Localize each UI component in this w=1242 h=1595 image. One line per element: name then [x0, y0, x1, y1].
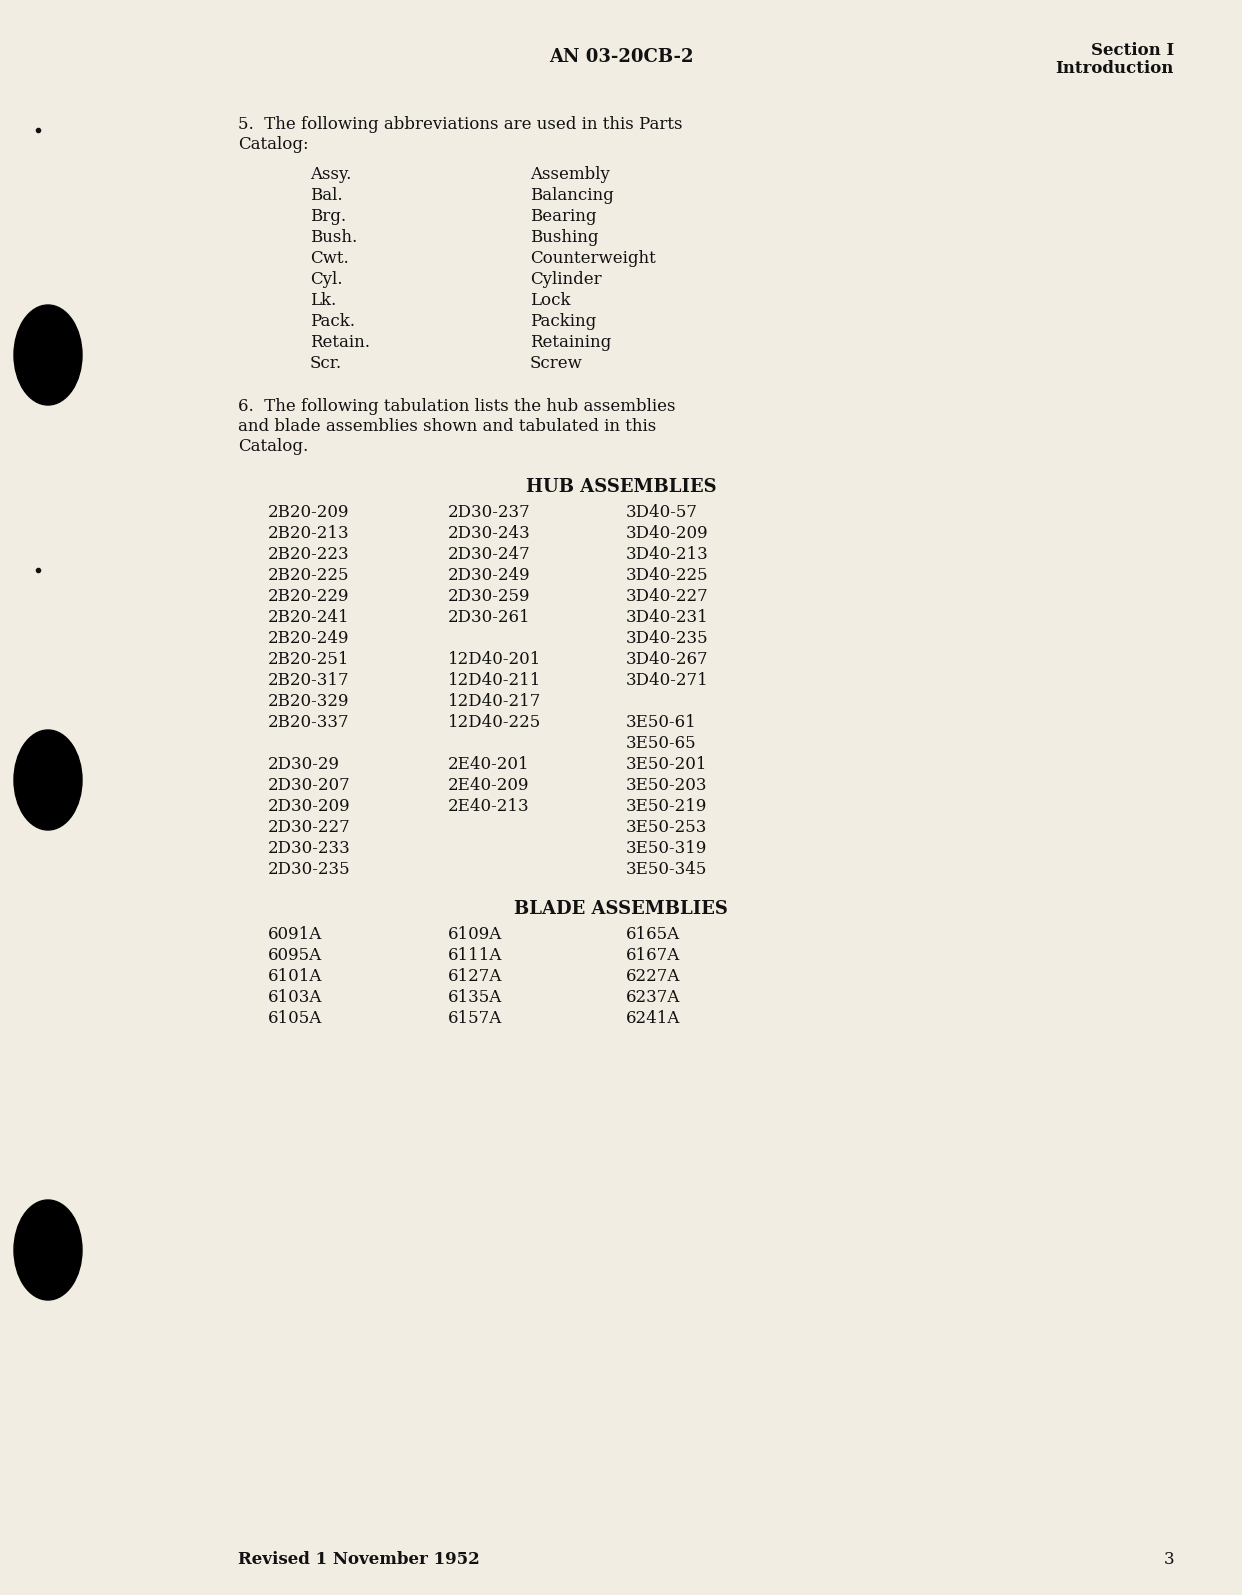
Text: Lock: Lock: [530, 292, 570, 309]
Text: 2E40-201: 2E40-201: [448, 756, 529, 774]
Text: 2D30-243: 2D30-243: [448, 525, 530, 542]
Text: 2B20-213: 2B20-213: [268, 525, 350, 542]
Text: Bush.: Bush.: [310, 230, 358, 246]
Text: 2D30-29: 2D30-29: [268, 756, 340, 774]
Text: 2E40-213: 2E40-213: [448, 798, 529, 815]
Text: 2B20-329: 2B20-329: [268, 692, 349, 710]
Text: 6109A: 6109A: [448, 927, 502, 943]
Text: Revised 1 November 1952: Revised 1 November 1952: [238, 1550, 479, 1568]
Text: Cyl.: Cyl.: [310, 271, 343, 289]
Text: 12D40-201: 12D40-201: [448, 651, 542, 668]
Text: 3E50-65: 3E50-65: [626, 735, 697, 751]
Text: Packing: Packing: [530, 313, 596, 330]
Text: 6.  The following tabulation lists the hub assemblies: 6. The following tabulation lists the hu…: [238, 399, 676, 415]
Text: Retain.: Retain.: [310, 333, 370, 351]
Text: 2B20-225: 2B20-225: [268, 566, 349, 584]
Text: 6167A: 6167A: [626, 947, 681, 963]
Text: Assy.: Assy.: [310, 166, 351, 183]
Text: 3D40-271: 3D40-271: [626, 671, 709, 689]
Text: Balancing: Balancing: [530, 187, 614, 204]
Text: 6241A: 6241A: [626, 1010, 681, 1027]
Text: 2E40-209: 2E40-209: [448, 777, 529, 794]
Text: 3E50-253: 3E50-253: [626, 818, 708, 836]
Text: 2D30-207: 2D30-207: [268, 777, 350, 794]
Text: 3D40-235: 3D40-235: [626, 630, 709, 648]
Text: 2D30-249: 2D30-249: [448, 566, 530, 584]
Text: Lk.: Lk.: [310, 292, 337, 309]
Text: 6157A: 6157A: [448, 1010, 502, 1027]
Text: AN 03-20CB-2: AN 03-20CB-2: [549, 48, 693, 65]
Text: 2B20-241: 2B20-241: [268, 609, 350, 625]
Text: 2B20-209: 2B20-209: [268, 504, 349, 522]
Text: Cwt.: Cwt.: [310, 250, 349, 266]
Text: 2B20-337: 2B20-337: [268, 715, 350, 731]
Text: Screw: Screw: [530, 356, 582, 372]
Text: 3E50-61: 3E50-61: [626, 715, 697, 731]
Text: Bal.: Bal.: [310, 187, 343, 204]
Text: Brg.: Brg.: [310, 207, 347, 225]
Text: 3E50-203: 3E50-203: [626, 777, 708, 794]
Text: 2B20-317: 2B20-317: [268, 671, 350, 689]
Text: 6165A: 6165A: [626, 927, 681, 943]
Text: 2D30-237: 2D30-237: [448, 504, 530, 522]
Text: 2D30-233: 2D30-233: [268, 841, 350, 857]
Ellipse shape: [14, 731, 82, 829]
Text: 3D40-225: 3D40-225: [626, 566, 709, 584]
Text: Cylinder: Cylinder: [530, 271, 601, 289]
Text: 6111A: 6111A: [448, 947, 502, 963]
Text: 12D40-225: 12D40-225: [448, 715, 542, 731]
Ellipse shape: [14, 305, 82, 405]
Text: Catalog.: Catalog.: [238, 439, 308, 455]
Text: 12D40-217: 12D40-217: [448, 692, 542, 710]
Text: 3: 3: [1164, 1550, 1174, 1568]
Text: 6237A: 6237A: [626, 989, 681, 1006]
Text: 6227A: 6227A: [626, 968, 681, 986]
Text: 3D40-227: 3D40-227: [626, 589, 709, 605]
Text: 6135A: 6135A: [448, 989, 502, 1006]
Text: Assembly: Assembly: [530, 166, 610, 183]
Text: Catalog:: Catalog:: [238, 136, 308, 153]
Text: 2D30-247: 2D30-247: [448, 545, 530, 563]
Text: 2B20-229: 2B20-229: [268, 589, 349, 605]
Text: Scr.: Scr.: [310, 356, 342, 372]
Text: HUB ASSEMBLIES: HUB ASSEMBLIES: [525, 478, 717, 496]
Text: 2B20-249: 2B20-249: [268, 630, 349, 648]
Text: 6105A: 6105A: [268, 1010, 322, 1027]
Text: 2D30-235: 2D30-235: [268, 861, 350, 877]
Text: 6091A: 6091A: [268, 927, 322, 943]
Text: 2D30-227: 2D30-227: [268, 818, 350, 836]
Text: BLADE ASSEMBLIES: BLADE ASSEMBLIES: [514, 900, 728, 919]
Text: 3D40-213: 3D40-213: [626, 545, 709, 563]
Text: Bearing: Bearing: [530, 207, 596, 225]
Text: Counterweight: Counterweight: [530, 250, 656, 266]
Ellipse shape: [14, 1199, 82, 1300]
Text: 12D40-211: 12D40-211: [448, 671, 542, 689]
Text: 2D30-259: 2D30-259: [448, 589, 530, 605]
Text: 3E50-345: 3E50-345: [626, 861, 708, 877]
Text: Introduction: Introduction: [1056, 61, 1174, 77]
Text: 3D40-209: 3D40-209: [626, 525, 709, 542]
Text: 3E50-219: 3E50-219: [626, 798, 708, 815]
Text: Retaining: Retaining: [530, 333, 611, 351]
Text: 2B20-223: 2B20-223: [268, 545, 350, 563]
Text: 3D40-231: 3D40-231: [626, 609, 709, 625]
Text: 2D30-209: 2D30-209: [268, 798, 350, 815]
Text: 6127A: 6127A: [448, 968, 502, 986]
Text: 6095A: 6095A: [268, 947, 322, 963]
Text: 5.  The following abbreviations are used in this Parts: 5. The following abbreviations are used …: [238, 116, 683, 132]
Text: 3E50-319: 3E50-319: [626, 841, 708, 857]
Text: 3E50-201: 3E50-201: [626, 756, 708, 774]
Text: 3D40-267: 3D40-267: [626, 651, 709, 668]
Text: and blade assemblies shown and tabulated in this: and blade assemblies shown and tabulated…: [238, 418, 656, 435]
Text: 6103A: 6103A: [268, 989, 323, 1006]
Text: Section I: Section I: [1090, 41, 1174, 59]
Text: 3D40-57: 3D40-57: [626, 504, 698, 522]
Text: 2D30-261: 2D30-261: [448, 609, 530, 625]
Text: Bushing: Bushing: [530, 230, 599, 246]
Text: Pack.: Pack.: [310, 313, 355, 330]
Text: 2B20-251: 2B20-251: [268, 651, 349, 668]
Text: 6101A: 6101A: [268, 968, 323, 986]
